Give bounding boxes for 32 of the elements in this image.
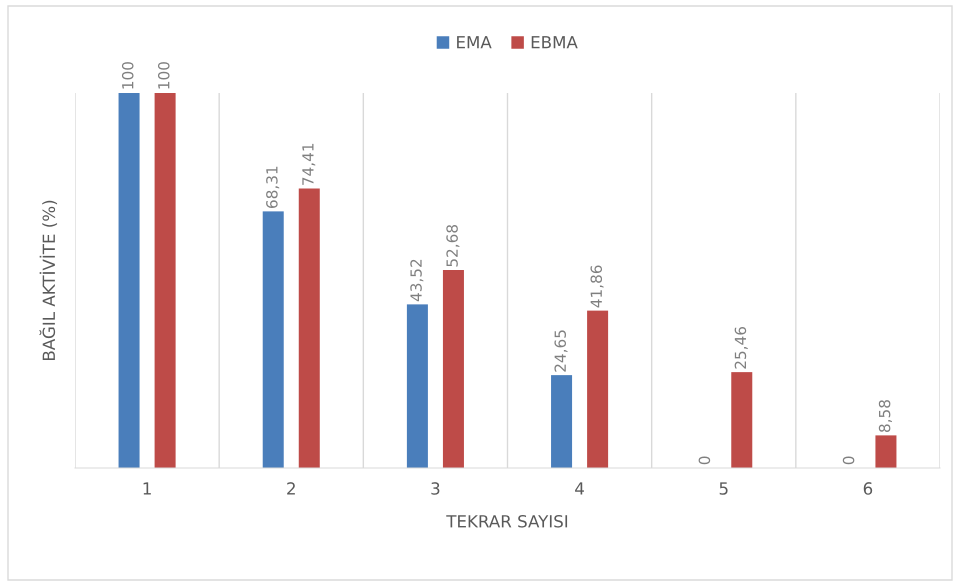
bar bbox=[262, 211, 284, 468]
bar bbox=[731, 372, 752, 468]
bar bbox=[551, 375, 572, 468]
x-tick-label: 6 bbox=[864, 482, 872, 495]
x-axis-title: TEKRAR SAYISI bbox=[446, 514, 568, 528]
x-tick-label: 2 bbox=[287, 482, 295, 495]
x-tick-label: 5 bbox=[720, 482, 728, 495]
data-label: 41,86 bbox=[590, 265, 604, 308]
bar bbox=[298, 188, 320, 468]
data-label: 74,41 bbox=[302, 144, 316, 185]
x-tick-label: 4 bbox=[575, 482, 584, 495]
data-label: 0 bbox=[842, 456, 854, 464]
bar bbox=[587, 310, 608, 468]
x-tick-label: 1 bbox=[144, 482, 151, 495]
data-label: 68,31 bbox=[266, 166, 280, 208]
data-label: 100 bbox=[122, 62, 134, 89]
bar bbox=[154, 93, 176, 468]
data-label: 0 bbox=[698, 456, 710, 464]
bar bbox=[118, 93, 140, 468]
data-label: 52,68 bbox=[446, 224, 460, 266]
data-label: 25,46 bbox=[734, 326, 748, 369]
data-label: 100 bbox=[158, 62, 170, 89]
bar bbox=[442, 270, 464, 468]
data-label: 43,52 bbox=[410, 260, 424, 302]
bar bbox=[875, 435, 896, 468]
data-label: 24,65 bbox=[554, 330, 568, 372]
data-label: 8,58 bbox=[878, 400, 892, 432]
bar bbox=[406, 304, 428, 468]
x-tick-label: 3 bbox=[431, 482, 440, 495]
legend-label: EMA bbox=[457, 36, 492, 48]
y-axis-title: BAĞIL AKTİVİTE (%) bbox=[39, 200, 58, 360]
legend-label: EBMA bbox=[532, 36, 578, 48]
